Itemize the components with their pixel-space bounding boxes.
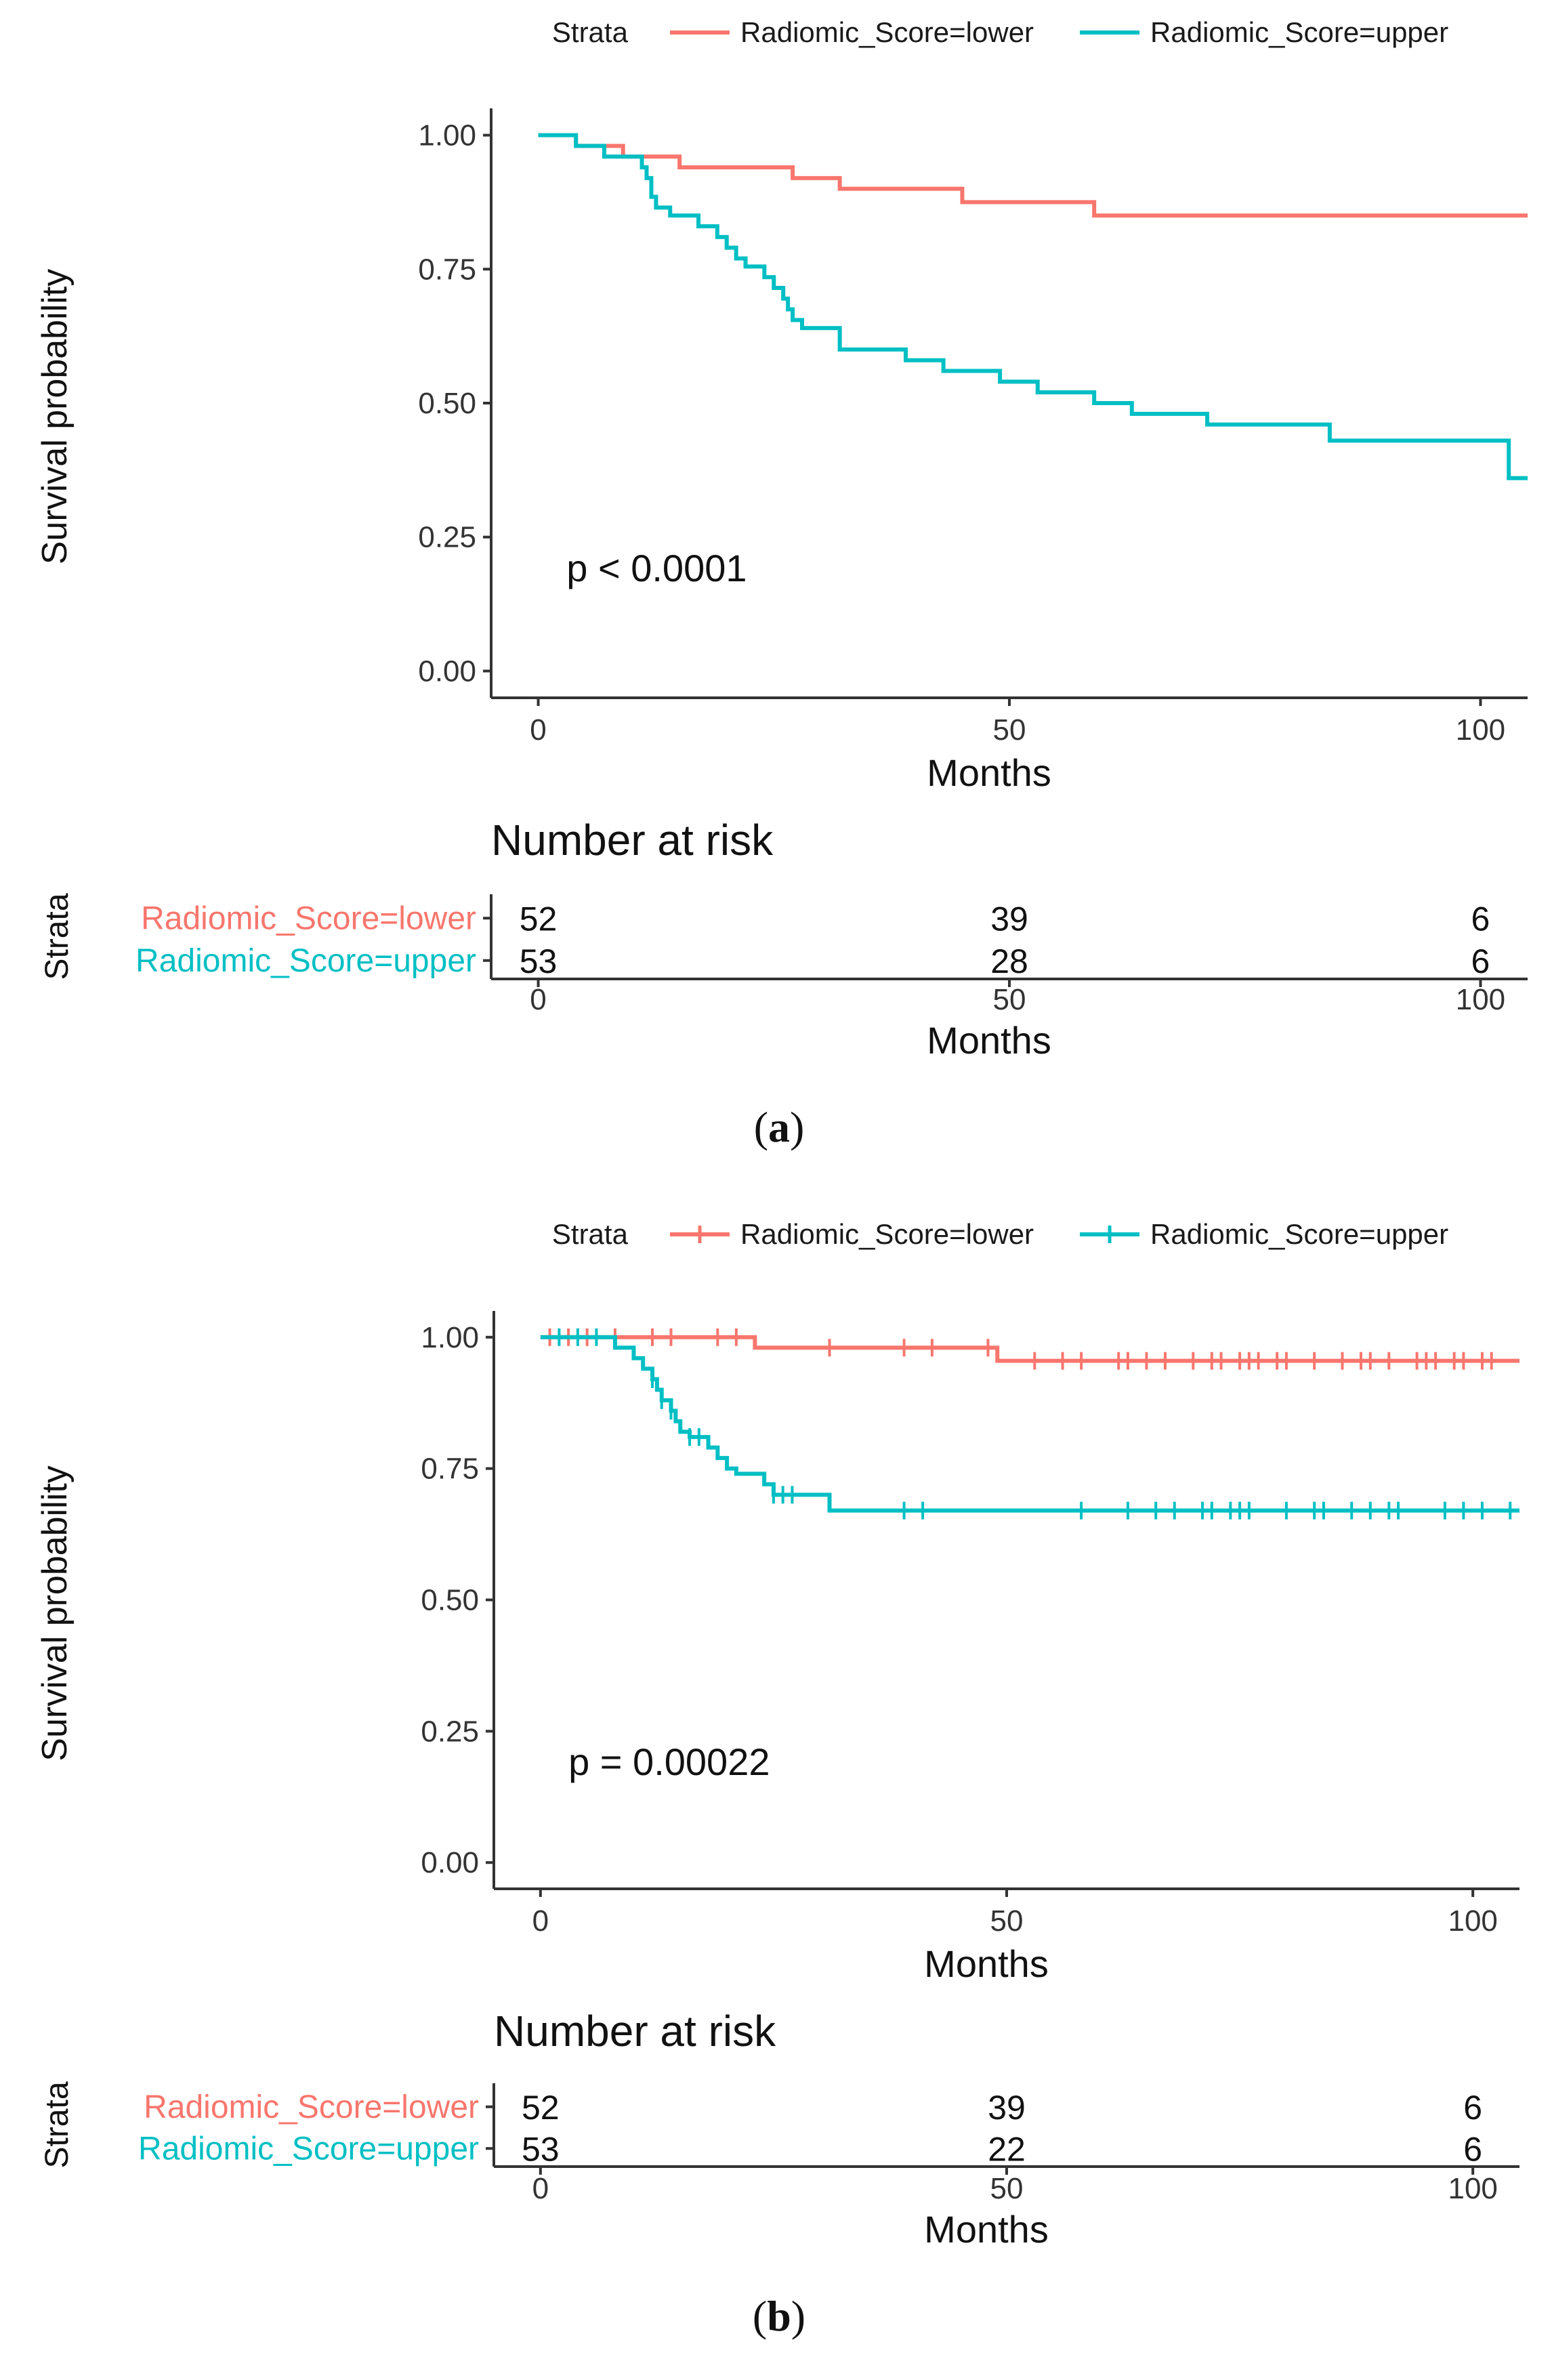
y-tick-label: 0.25 [421, 1715, 479, 1748]
series-Radiomic_Score=upper [540, 1328, 1519, 1520]
p-value-annotation: p = 0.00022 [568, 1740, 770, 1783]
legend-label: Radiomic_Score=lower [740, 16, 1034, 48]
risk-x-tick-label: 100 [1448, 2172, 1497, 2205]
caption-letter: b [767, 2292, 791, 2340]
x-tick-label: 100 [1448, 1904, 1497, 1938]
risk-row-label: Radiomic_Score=lower [141, 900, 476, 936]
risk-row-label: Radiomic_Score=upper [138, 2131, 479, 2167]
risk-count: 6 [1463, 2089, 1482, 2127]
y-tick-label: 0.75 [421, 1453, 479, 1486]
y-tick-label: 0.50 [421, 1584, 479, 1617]
y-tick-label: 0.00 [421, 1846, 479, 1879]
risk-y-axis-label: Strata [39, 893, 75, 980]
panel-caption: (a) [754, 1103, 805, 1151]
x-tick-label: 50 [990, 1904, 1024, 1938]
survival-curve [538, 133, 1528, 480]
risk-count: 53 [520, 942, 558, 980]
risk-x-tick-label: 100 [1456, 983, 1505, 1016]
panel-a: Strata Radiomic_Score=lower Radiomic_Score… [35, 16, 1528, 1151]
y-tick-label: 0.25 [418, 521, 476, 554]
risk-table-title: Number at risk [494, 2007, 776, 2055]
risk-count: 6 [1463, 2130, 1482, 2168]
panel-b: Strata Radiomic_Score=lower Radiomic_Score… [35, 1218, 1519, 2340]
x-tick-label: 50 [993, 713, 1026, 747]
risk-x-tick-label: 0 [532, 2172, 549, 2205]
risk-y-axis-label: Strata [39, 2081, 75, 2168]
legend-item: Radiomic_Score=upper [1080, 16, 1448, 48]
risk-count: 28 [990, 942, 1028, 980]
caption-close-paren: ) [790, 1103, 804, 1151]
y-tick-label: 1.00 [418, 119, 476, 152]
series-Radiomic_Score=upper [538, 133, 1528, 480]
risk-table: Number at risk Radiomic_Score=lower 52 39 6 R… [39, 816, 1528, 1062]
legend-label: Radiomic_Score=lower [740, 1218, 1034, 1250]
x-tick-label: 0 [532, 1904, 549, 1938]
risk-x-tick-label: 50 [990, 2172, 1024, 2205]
legend-title: Strata [552, 1218, 629, 1250]
legend-item: Radiomic_Score=lower [670, 1218, 1034, 1250]
x-tick-label: 0 [530, 713, 546, 747]
risk-count: 39 [988, 2089, 1026, 2127]
risk-table: Number at risk Radiomic_Score=lower 52 39 6 R… [39, 2007, 1519, 2251]
risk-count: 6 [1471, 900, 1490, 938]
risk-x-tick-label: 50 [993, 983, 1026, 1016]
risk-table-title: Number at risk [491, 816, 774, 864]
risk-count: 22 [988, 2130, 1026, 2168]
survival-curve [540, 1335, 1519, 1363]
legend-item: Radiomic_Score=upper [1080, 1218, 1448, 1250]
legend-item: Radiomic_Score=lower [670, 16, 1034, 48]
x-axis-label: Months [927, 751, 1051, 794]
risk-count: 52 [522, 2089, 560, 2127]
risk-x-axis-label: Months [927, 1019, 1051, 1062]
risk-row-label: Radiomic_Score=upper [135, 943, 476, 979]
risk-count: 53 [522, 2130, 560, 2168]
caption-letter: a [768, 1103, 790, 1151]
x-tick-label: 100 [1456, 713, 1505, 747]
y-tick-label: 0.00 [418, 654, 476, 688]
y-axis-label: Survival probability [35, 1465, 75, 1761]
legend: Strata Radiomic_Score=lower Radiomic_Score… [552, 1218, 1448, 1250]
y-tick-label: 0.50 [418, 387, 476, 420]
legend: Strata Radiomic_Score=lower Radiomic_Score… [552, 16, 1448, 48]
legend-label: Radiomic_Score=upper [1150, 16, 1448, 48]
risk-x-axis-label: Months [924, 2208, 1049, 2251]
y-tick-label: 1.00 [421, 1321, 479, 1354]
risk-row-label: Radiomic_Score=lower [144, 2089, 479, 2125]
survival-curve [540, 1335, 1519, 1513]
y-tick-label: 0.75 [418, 253, 476, 286]
caption-close-paren: ) [791, 2292, 805, 2340]
y-axis-label: Survival probability [35, 269, 75, 564]
x-axis-label: Months [924, 1942, 1049, 1985]
risk-count: 39 [990, 900, 1028, 938]
panel-caption: (b) [753, 2292, 805, 2340]
caption-open-paren: ( [754, 1103, 768, 1151]
p-value-annotation: p < 0.0001 [566, 547, 747, 589]
risk-count: 52 [520, 900, 558, 938]
caption-open-paren: ( [753, 2292, 767, 2340]
risk-x-tick-label: 0 [530, 983, 546, 1016]
legend-title: Strata [552, 16, 629, 48]
risk-count: 6 [1471, 942, 1490, 980]
legend-label: Radiomic_Score=upper [1150, 1218, 1448, 1250]
